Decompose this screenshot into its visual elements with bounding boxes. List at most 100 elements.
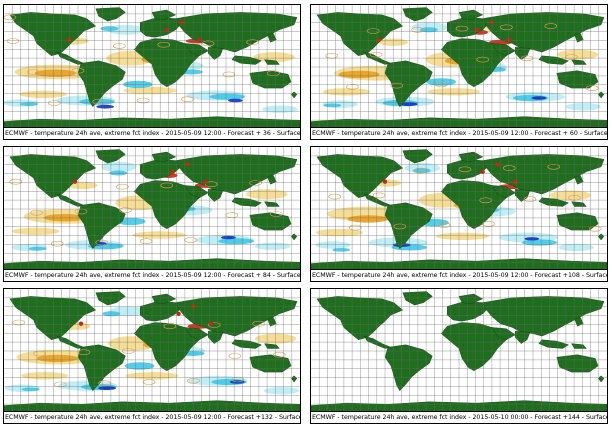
world-map: [4, 147, 300, 271]
continent: [9, 12, 97, 57]
continent: [9, 154, 97, 199]
continent: [133, 38, 200, 88]
contour-line: [142, 379, 156, 385]
contour-line: [184, 237, 197, 243]
contour-line: [53, 381, 67, 388]
contour-line: [544, 23, 558, 29]
contour-line: [565, 54, 578, 60]
hot-spot: [170, 169, 175, 174]
anomaly-blob: [98, 386, 116, 391]
contour-line: [252, 320, 265, 327]
hot-spot: [185, 162, 190, 167]
continent: [491, 185, 516, 199]
continent: [133, 180, 200, 230]
contour-line: [272, 351, 286, 358]
continent: [151, 293, 177, 305]
graticule: [4, 147, 300, 271]
continent: [515, 46, 531, 60]
contour-line: [181, 96, 194, 102]
panel-caption: ECMWF - temperature 24h ave, extreme fct…: [311, 127, 607, 139]
anomaly-blob: [558, 243, 594, 252]
continent: [316, 12, 404, 57]
contour-line: [160, 182, 174, 189]
contour-line: [482, 221, 495, 227]
hot-spot: [191, 304, 196, 309]
continent: [267, 175, 277, 185]
anomaly-blob: [124, 362, 155, 370]
anomaly-blob: [228, 98, 243, 103]
anomaly-blob: [419, 27, 438, 33]
continent: [574, 33, 584, 43]
contour-line: [6, 38, 20, 44]
hot-spot: [513, 179, 518, 184]
contour-line: [434, 81, 448, 88]
contour-line: [476, 56, 489, 63]
hot-spot: [474, 27, 479, 32]
contour-line: [136, 97, 150, 104]
continent: [208, 46, 224, 60]
anomaly-blob: [28, 246, 47, 251]
continent: [556, 212, 599, 231]
map-panel-forecast-84: ECMWF - temperature 24h ave, extreme fct…: [3, 146, 301, 282]
continent: [571, 201, 587, 207]
contour-line: [500, 24, 513, 31]
map-panel-forecast-144: ECMWF - temperature 24h ave, extreme fct…: [310, 288, 608, 424]
contour-line: [393, 223, 407, 230]
anomaly-blob: [36, 354, 78, 363]
continent: [458, 293, 484, 305]
hot-spot: [209, 321, 214, 326]
contour-line: [163, 323, 177, 330]
anomaly-contours: [9, 162, 283, 247]
anomaly-blob: [123, 86, 177, 95]
panel-caption: ECMWF - temperature 24h ave, extreme fct…: [311, 411, 607, 423]
graticule: [311, 147, 607, 271]
world-map: [311, 289, 607, 413]
contour-line: [585, 85, 599, 91]
continent: [249, 70, 292, 89]
anomaly-blob: [322, 88, 371, 96]
continent: [440, 180, 507, 230]
continent: [249, 212, 292, 231]
contour-line: [249, 180, 262, 186]
contour-line: [95, 239, 108, 246]
contour-line: [222, 71, 236, 78]
contour-line: [246, 39, 259, 46]
world-map: [311, 147, 607, 271]
anomaly-blob: [263, 387, 300, 395]
anomaly-blob: [556, 49, 599, 60]
anomaly-blob: [101, 161, 137, 172]
contour-line: [204, 181, 218, 188]
panel-caption: ECMWF - temperature 24h ave, extreme fct…: [4, 127, 300, 139]
contour-line: [98, 380, 111, 386]
world-map: [4, 5, 300, 129]
contour-line: [269, 211, 283, 217]
contour-line: [119, 207, 132, 214]
continent: [267, 33, 277, 43]
continent: [184, 43, 209, 57]
continent: [264, 343, 280, 349]
hot-spot: [78, 321, 84, 326]
continent: [151, 9, 177, 21]
anomaly-blob: [19, 90, 67, 99]
contour-line: [328, 193, 342, 200]
anomaly-blob: [21, 372, 69, 380]
contour-line: [588, 226, 602, 232]
anomaly-blob: [123, 80, 153, 89]
contour-line: [267, 70, 280, 76]
graticule: [311, 289, 607, 413]
contour-line: [231, 376, 245, 383]
contour-line: [349, 224, 362, 231]
contour-line: [390, 82, 404, 89]
contour-line: [9, 178, 23, 185]
anomaly-blob: [209, 93, 245, 100]
anomaly-contours: [4, 14, 280, 106]
anomaly-blob: [262, 105, 298, 113]
map-panel-forecast-36: ECMWF - temperature 24h ave, extreme fct…: [3, 4, 301, 140]
contour-line: [369, 51, 383, 58]
anomaly-blob: [20, 102, 38, 107]
hot-spot: [203, 179, 208, 184]
contour-line: [187, 378, 200, 384]
contour-line: [325, 52, 339, 59]
anomaly-blob: [347, 215, 389, 223]
contour-line: [207, 322, 221, 328]
